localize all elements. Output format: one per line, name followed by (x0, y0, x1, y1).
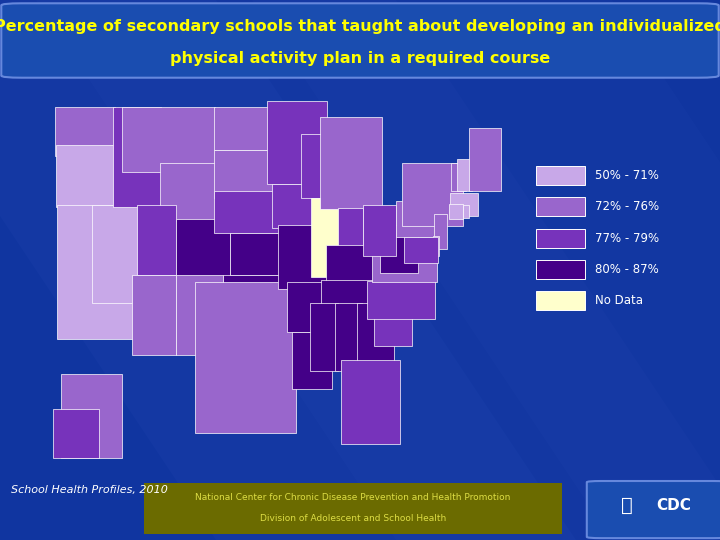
Text: 80% - 87%: 80% - 87% (595, 262, 659, 275)
Bar (278, 225, 330, 289)
Bar (372, 240, 437, 282)
Bar (292, 332, 332, 389)
Text: School Health Profiles, 2010: School Health Profiles, 2010 (11, 485, 168, 495)
Bar (536, 260, 585, 279)
Polygon shape (36, 0, 720, 540)
Bar (56, 145, 119, 207)
Bar (57, 205, 137, 339)
Text: Division of Adolescent and School Health: Division of Adolescent and School Health (260, 514, 446, 523)
Bar (132, 275, 176, 355)
Bar (450, 193, 478, 217)
Bar (380, 225, 418, 273)
Bar (222, 275, 289, 323)
Bar (113, 107, 161, 207)
Bar (320, 280, 388, 305)
Text: Percentage of secondary schools that taught about developing an individualized: Percentage of secondary schools that tau… (0, 19, 720, 34)
Bar (91, 205, 138, 303)
Text: National Center for Chronic Disease Prevention and Health Promotion: National Center for Chronic Disease Prev… (195, 493, 510, 502)
Bar (55, 107, 115, 156)
Bar (536, 198, 585, 217)
FancyBboxPatch shape (587, 481, 720, 538)
Bar (335, 303, 362, 371)
Bar (176, 275, 222, 355)
Bar (363, 205, 396, 256)
Text: 77% - 79%: 77% - 79% (595, 232, 659, 245)
FancyBboxPatch shape (1, 3, 719, 78)
Text: physical activity plan in a required course: physical activity plan in a required cou… (170, 51, 550, 65)
Bar (176, 219, 230, 277)
Bar (195, 282, 296, 433)
Bar (267, 102, 327, 184)
Bar (462, 205, 469, 218)
Bar (449, 204, 464, 219)
Polygon shape (252, 0, 720, 540)
Bar (469, 128, 501, 191)
Text: 72% - 76%: 72% - 76% (595, 200, 659, 213)
Bar (374, 301, 412, 346)
Bar (272, 184, 323, 228)
Bar (433, 236, 438, 256)
Bar (536, 291, 585, 310)
Text: 🦅: 🦅 (621, 496, 632, 515)
Bar (214, 107, 272, 151)
Bar (60, 374, 122, 458)
Bar (338, 208, 363, 264)
Bar (326, 245, 385, 282)
Bar (160, 163, 215, 221)
Bar (404, 238, 438, 263)
Bar (367, 281, 435, 319)
Text: CDC: CDC (656, 498, 690, 514)
Bar (300, 133, 352, 198)
Bar (214, 151, 274, 198)
Bar (53, 409, 99, 458)
Bar (320, 117, 382, 210)
Bar (230, 233, 287, 275)
Bar (536, 228, 585, 247)
Bar (357, 303, 394, 368)
Bar (451, 163, 466, 191)
Bar (402, 163, 462, 226)
Bar (396, 201, 441, 238)
Polygon shape (0, 0, 576, 540)
Text: 50% - 71%: 50% - 71% (595, 170, 659, 183)
Bar (144, 483, 562, 534)
Bar (310, 303, 338, 371)
Bar (457, 159, 472, 191)
Bar (122, 107, 215, 172)
Bar (536, 166, 585, 185)
Bar (214, 191, 282, 233)
Bar (287, 282, 326, 332)
Text: No Data: No Data (595, 294, 643, 307)
Bar (137, 205, 176, 275)
Bar (311, 198, 346, 277)
Bar (434, 214, 447, 249)
Bar (341, 360, 400, 444)
